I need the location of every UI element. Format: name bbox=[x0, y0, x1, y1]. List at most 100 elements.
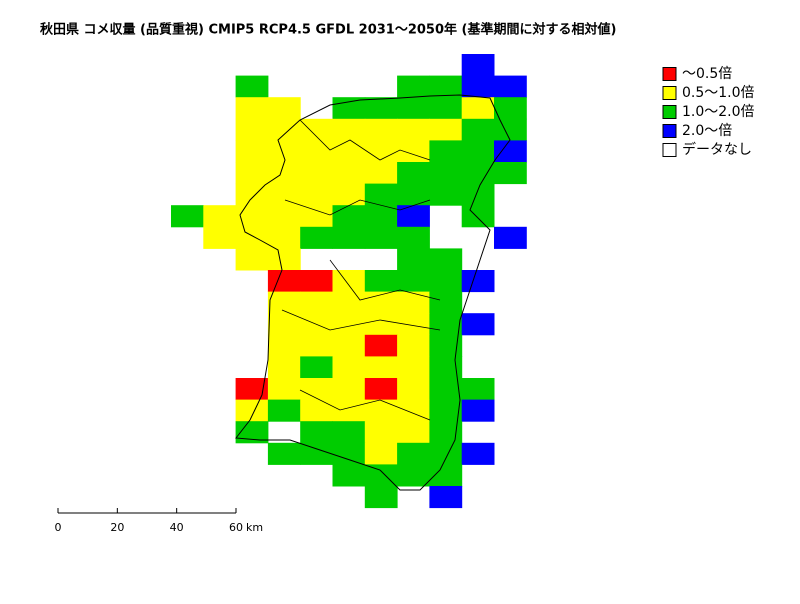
legend-label: 1.0～2.0倍 bbox=[682, 104, 755, 120]
grid-cell bbox=[429, 442, 463, 465]
legend-swatch bbox=[662, 143, 677, 157]
grid-cell bbox=[364, 162, 398, 185]
grid-cell bbox=[429, 334, 463, 357]
prefecture-outline bbox=[235, 94, 511, 491]
grid-cell bbox=[332, 291, 366, 314]
grid-cell bbox=[461, 270, 495, 293]
grid-cell bbox=[364, 442, 398, 465]
grid-cell bbox=[267, 270, 301, 293]
grid-cell bbox=[429, 313, 463, 336]
grid-cell bbox=[300, 421, 333, 444]
grid-cell bbox=[461, 97, 495, 120]
grid-cell bbox=[397, 421, 430, 444]
grid-cell bbox=[332, 313, 366, 336]
grid-cell bbox=[364, 464, 398, 487]
scale-label: 60 bbox=[229, 521, 243, 534]
grid-cell bbox=[397, 334, 430, 357]
grid-cell bbox=[429, 75, 463, 98]
grid-cell bbox=[235, 378, 269, 401]
grid-cell bbox=[332, 421, 366, 444]
grid-cell bbox=[267, 399, 301, 422]
grid-cell bbox=[429, 464, 463, 487]
grid-cell bbox=[397, 399, 430, 422]
grid-cell bbox=[300, 270, 333, 293]
grid-cell bbox=[332, 183, 366, 206]
grid-cell bbox=[267, 97, 301, 120]
grid-cell bbox=[397, 464, 430, 487]
grid-cell bbox=[364, 334, 398, 357]
grid-cell bbox=[494, 97, 527, 120]
grid-cell bbox=[429, 291, 463, 314]
grid-cell bbox=[494, 162, 527, 185]
grid-cell bbox=[364, 313, 398, 336]
grid-cell bbox=[429, 162, 463, 185]
grid-cell bbox=[235, 118, 269, 141]
grid-cell bbox=[332, 140, 366, 163]
scale-label: 20 bbox=[110, 521, 124, 534]
legend-label: データなし bbox=[682, 141, 752, 158]
grid-cell bbox=[461, 54, 495, 77]
grid-cell bbox=[332, 356, 366, 379]
grid-cell bbox=[267, 140, 301, 163]
map-title: 秋田県 コメ収量 (品質重視) CMIP5 RCP4.5 GFDL 2031～2… bbox=[40, 22, 616, 38]
grid-cell bbox=[267, 205, 301, 228]
grid-cell bbox=[494, 226, 527, 249]
scale-label: 40 bbox=[170, 521, 184, 534]
grid-cell bbox=[235, 97, 269, 120]
grid-cell bbox=[332, 464, 366, 487]
grid-cell bbox=[267, 313, 301, 336]
grid-cell bbox=[397, 356, 430, 379]
grid-cell bbox=[332, 334, 366, 357]
grid-cell bbox=[332, 442, 366, 465]
grid-cell bbox=[461, 378, 495, 401]
grid-cell bbox=[364, 356, 398, 379]
legend-label: 2.0～倍 bbox=[682, 123, 732, 139]
grid-cell bbox=[364, 118, 398, 141]
grid-cell bbox=[267, 162, 301, 185]
grid-cell bbox=[332, 205, 366, 228]
grid-cell bbox=[364, 140, 398, 163]
legend-label: 0.5～1.0倍 bbox=[682, 85, 755, 101]
grid-cell bbox=[364, 205, 398, 228]
legend-swatch bbox=[662, 86, 677, 100]
grid-cell bbox=[397, 140, 430, 163]
grid-cell bbox=[397, 270, 430, 293]
grid-cell bbox=[494, 140, 527, 163]
grid-cell bbox=[429, 270, 463, 293]
grid-cell bbox=[332, 378, 366, 401]
grid-cell bbox=[364, 399, 398, 422]
scale-unit: km bbox=[246, 521, 263, 534]
grid-cell bbox=[267, 378, 301, 401]
grid-cell bbox=[494, 75, 527, 98]
grid-cell bbox=[429, 248, 463, 271]
grid-cell bbox=[461, 205, 495, 228]
grid-cell bbox=[300, 226, 333, 249]
scale-bar: 0 20 40 60 km bbox=[55, 508, 263, 534]
grid-cell bbox=[397, 118, 430, 141]
grid-cell bbox=[397, 75, 430, 98]
grid-cell bbox=[461, 183, 495, 206]
grid-cell bbox=[300, 356, 333, 379]
grid-cell bbox=[300, 442, 333, 465]
grid-cell bbox=[429, 486, 463, 509]
grid-cell bbox=[300, 162, 333, 185]
grid-cell bbox=[397, 97, 430, 120]
grid-cell bbox=[267, 226, 301, 249]
legend-swatch bbox=[662, 105, 677, 119]
grid-cell bbox=[300, 334, 333, 357]
grid-cell bbox=[235, 162, 269, 185]
grid-cell bbox=[235, 226, 269, 249]
grid-cell bbox=[267, 356, 301, 379]
grid-cell bbox=[267, 248, 301, 271]
grid-cell bbox=[429, 399, 463, 422]
grid-cell bbox=[332, 226, 366, 249]
grid-cell bbox=[267, 334, 301, 357]
grid-cell bbox=[461, 313, 495, 336]
grid-cell bbox=[397, 313, 430, 336]
grid-cell bbox=[397, 378, 430, 401]
grid-cell bbox=[267, 442, 301, 465]
legend-swatch bbox=[662, 124, 677, 138]
grid-cell bbox=[203, 205, 237, 228]
grid-cell bbox=[300, 118, 333, 141]
